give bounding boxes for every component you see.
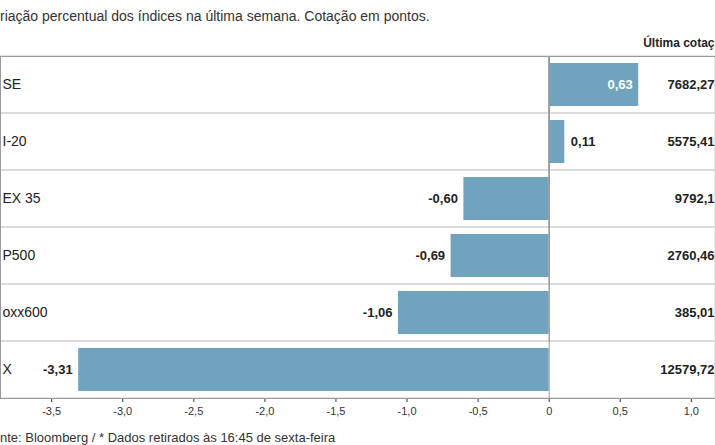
svg-text:P500: P500: [3, 247, 36, 263]
svg-text:7682,27: 7682,27: [668, 77, 715, 92]
svg-text:0,5: 0,5: [613, 405, 628, 417]
svg-text:-0,69: -0,69: [415, 248, 445, 263]
svg-text:-2,5: -2,5: [184, 405, 203, 417]
svg-text:-3,31: -3,31: [43, 362, 73, 377]
svg-text:2760,46: 2760,46: [668, 248, 715, 263]
svg-text:-1,0: -1,0: [398, 405, 417, 417]
svg-text:oxx600: oxx600: [3, 304, 48, 320]
svg-text:0,63: 0,63: [607, 77, 632, 92]
svg-text:-3,5: -3,5: [42, 405, 61, 417]
svg-text:-2,0: -2,0: [255, 405, 274, 417]
svg-text:385,01: 385,01: [675, 305, 715, 320]
svg-text:9792,1: 9792,1: [675, 191, 715, 206]
svg-text:-1,06: -1,06: [363, 305, 393, 320]
svg-text:SE: SE: [3, 76, 22, 92]
svg-text:EX 35: EX 35: [3, 190, 41, 206]
svg-text:5575,41: 5575,41: [668, 134, 715, 149]
svg-text:I-20: I-20: [3, 133, 27, 149]
svg-text:-3,0: -3,0: [113, 405, 132, 417]
svg-text:1,0: 1,0: [684, 405, 699, 417]
svg-text:-1,5: -1,5: [326, 405, 345, 417]
svg-text:X: X: [3, 361, 13, 377]
svg-text:0,11: 0,11: [571, 134, 596, 149]
html-text:riação percentual dos índices: riação percentual dos índices na última …: [0, 8, 430, 24]
svg-text:-0,5: -0,5: [469, 405, 488, 417]
svg-text:Última cotaç: Última cotaç: [643, 35, 715, 50]
svg-text:12579,72: 12579,72: [660, 362, 714, 377]
svg-text:0: 0: [546, 405, 552, 417]
html-text:nte: Bloomberg / * Dados retir: nte: Bloomberg / * Dados retirados às 16…: [0, 430, 336, 445]
svg-text:-0,60: -0,60: [428, 191, 458, 206]
